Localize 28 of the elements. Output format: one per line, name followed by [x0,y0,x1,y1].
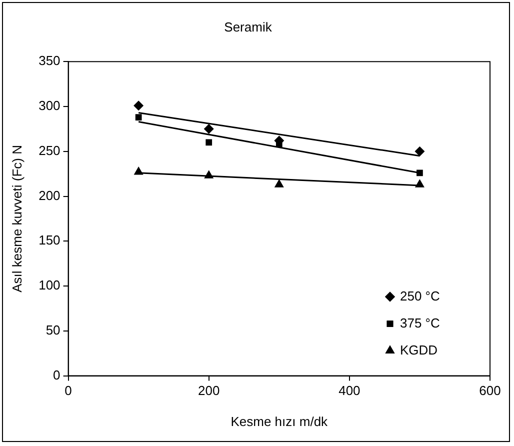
chart-title: Seramik [224,19,272,34]
y-tick-label: 100 [38,278,60,293]
legend-label: 375 °C [400,315,440,330]
point [204,124,214,134]
point [204,170,214,178]
y-tick-label: 0 [53,367,60,382]
y-tick-label: 150 [38,232,60,248]
point [274,179,284,188]
point [134,100,144,111]
point [414,179,424,188]
point [134,166,144,175]
point [206,139,212,146]
legend-label: 250 °C [400,288,440,304]
legend-label: KGDD [400,342,438,358]
point [135,114,142,120]
point [414,146,425,156]
y-tick-label: 200 [38,188,60,203]
y-tick-label: 50 [46,322,60,338]
y-tick-label: 250 [38,142,60,158]
y-tick-label: 350 [38,53,60,68]
x-tick-label: 200 [198,383,220,398]
x-tick-label: 400 [338,383,360,398]
point [416,170,423,176]
x-tick-label: 600 [479,383,501,398]
x-axis-title: Kesme hızı m/dk [230,414,328,429]
y-tick-label: 300 [38,98,60,114]
y-axis-title: Asıl kesme kuvveti (Fc) N [9,145,24,292]
x-tick-label: 0 [64,383,72,398]
